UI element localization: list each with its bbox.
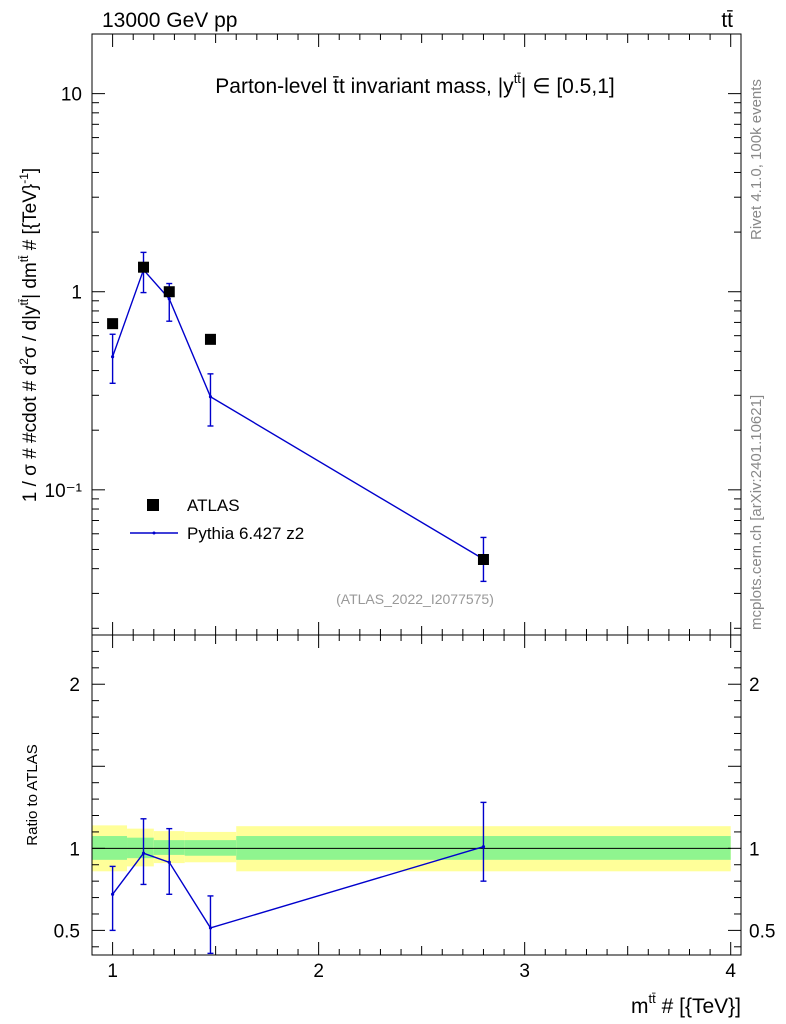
ratio-ytick-label-left: 2: [69, 675, 80, 696]
ratio-xtick-label: 2: [313, 961, 324, 982]
ratio-point: [481, 845, 486, 849]
ratio-ytick-label-right: 2: [749, 675, 760, 696]
main-ylabel: 1 / σ # #cdot # d2σ / d|ytt̄| dmtt̄ # [{…: [17, 168, 41, 502]
main-frame: [91, 33, 742, 636]
ratio-xtick-label: 4: [725, 961, 736, 982]
main-title: Parton-level t̄t invariant mass, |ytt̄| …: [215, 71, 614, 98]
header-right: tt̄: [721, 9, 733, 32]
ratio-xlabel: mtt̄ # [{TeV}]: [631, 991, 741, 1018]
main-panel: 10 1 10⁻¹ Parton-level t̄t invariant mass,…: [17, 33, 742, 636]
main-ytick-label: 10⁻¹: [45, 481, 83, 502]
ratio-ytick-label-right: 0.5: [749, 921, 775, 942]
pythia-line: [111, 268, 484, 560]
ratio-ytick-label-left: 1: [69, 839, 80, 860]
header-left: 13000 GeV pp: [102, 9, 237, 32]
ratio-data: [109, 801, 487, 955]
watermark: (ATLAS_2022_I2077575): [336, 591, 494, 607]
ratio-xtick-label: 1: [107, 961, 118, 982]
pythia-point: [208, 395, 213, 399]
main-ytick-label: 1: [71, 283, 82, 304]
ratio-point: [141, 851, 146, 855]
legend: ATLAS Pythia 6.427 z2: [130, 496, 304, 543]
atlas-point: [204, 333, 216, 345]
pythia-point: [167, 297, 171, 301]
ratio-ticks: 2 2 1 1 0.5 0.5 1 2 3 4: [54, 635, 775, 982]
ratio-point: [167, 860, 171, 864]
mcplots-label: mcplots.cern.ch [arXiv:2401.10621]: [748, 395, 765, 630]
legend-atlas-marker: [147, 499, 159, 511]
main-data: [107, 251, 489, 583]
legend-atlas-label: ATLAS: [187, 496, 240, 515]
ratio-frame: [91, 634, 742, 956]
atlas-point: [163, 286, 175, 298]
ratio-panel: 2 2 1 1 0.5 0.5 1 2 3 4 Ratio to ATLAS mtt̄ # [{T…: [24, 634, 775, 1018]
ratio-ylabel: Ratio to ATLAS: [24, 744, 41, 845]
legend-pythia-label: Pythia 6.427 z2: [187, 524, 304, 543]
ratio-point: [111, 892, 115, 896]
main-ticks: 10 1 10⁻¹: [45, 33, 741, 635]
ratio-bands: [92, 825, 731, 872]
ratio-xtick-label: 3: [519, 961, 530, 982]
atlas-point: [477, 553, 489, 565]
ratio-point: [208, 926, 213, 930]
rivet-label: Rivet 4.1.0, 100k events: [748, 79, 765, 240]
ratio-ytick-label-right: 1: [749, 839, 760, 860]
main-ytick-label: 10: [61, 85, 82, 106]
ratio-ytick-label-left: 0.5: [54, 921, 80, 942]
atlas-point: [107, 318, 119, 330]
atlas-point: [138, 261, 150, 273]
legend-pythia-marker: [152, 531, 156, 535]
pythia-point: [111, 355, 115, 359]
